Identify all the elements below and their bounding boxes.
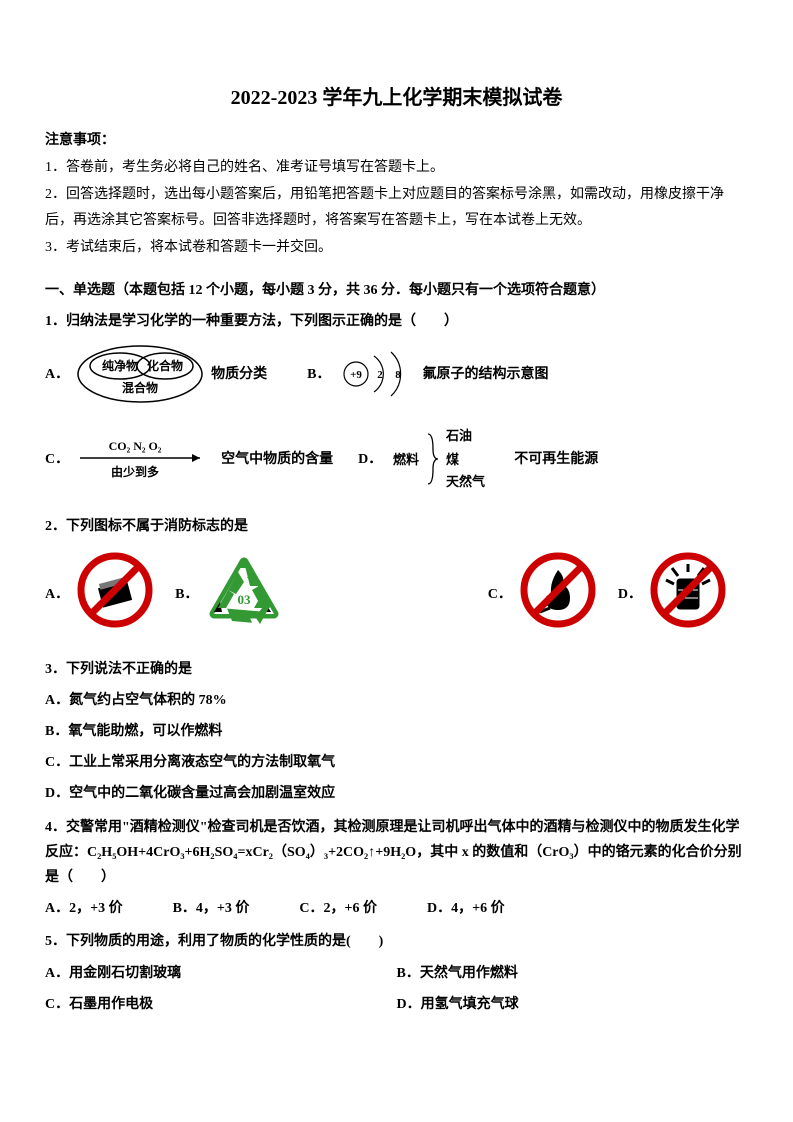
option-label: C． — [488, 582, 512, 607]
q3-option-c: C．工业上常采用分离液态空气的方法制取氧气 — [45, 750, 748, 775]
svg-text:煤: 煤 — [446, 452, 459, 467]
q4-option-d: D．4，+6 价 — [427, 896, 505, 921]
notice-item-2: 2．回答选择题时，选出每小题答案后，用铅笔把答题卡上对应题目的答案标号涂黑，如需… — [45, 182, 748, 232]
option-desc: 物质分类 — [211, 362, 267, 387]
svg-text:燃料: 燃料 — [393, 452, 419, 467]
option-desc: 氟原子的结构示意图 — [422, 362, 548, 387]
question-2: 2．下列图标不属于消防标志的是 A． B． — [45, 514, 748, 638]
no-fire-icon — [518, 550, 598, 639]
page-title: 2022-2023 学年九上化学期末模拟试卷 — [45, 80, 748, 116]
svg-text:+9: +9 — [351, 369, 363, 381]
no-matches-icon — [75, 550, 155, 639]
question-1: 1．归纳法是学习化学的一种重要方法，下列图示正确的是（ ） A． 纯净物 化合物… — [45, 309, 748, 494]
brace-diagram-icon: 燃料 石油 煤 天然气 — [388, 424, 508, 494]
q3-text: 3．下列说法不正确的是 — [45, 657, 748, 682]
q2-option-c: C． — [488, 550, 598, 639]
q2-option-b: B． — [175, 554, 284, 634]
svg-text:03: 03 — [238, 592, 252, 607]
svg-text:2: 2 — [378, 369, 384, 381]
venn-diagram-icon: 纯净物 化合物 混合物 — [75, 344, 205, 404]
option-label: C． — [45, 447, 69, 472]
q3-option-b: B．氧气能助燃，可以作燃料 — [45, 719, 748, 744]
q4-option-b: B．4，+3 价 — [173, 896, 250, 921]
q1-option-b: B． +9 2 8 氟原子的结构示意图 — [307, 344, 548, 404]
option-label: A． — [45, 362, 69, 387]
question-3: 3．下列说法不正确的是 A．氮气约占空气体积的 78% B．氧气能助燃，可以作燃… — [45, 657, 748, 807]
q5-option-c: C．石墨用作电极 — [45, 992, 397, 1017]
recycle-icon: 03 — [204, 554, 284, 634]
q4-option-c: C．2，+6 价 — [299, 896, 377, 921]
svg-text:由少到多: 由少到多 — [111, 464, 159, 479]
q3-option-d: D．空气中的二氧化碳含量过高会加剧温室效应 — [45, 781, 748, 806]
svg-text:8: 8 — [396, 369, 402, 381]
q1-text: 1．归纳法是学习化学的一种重要方法，下列图示正确的是（ ） — [45, 309, 748, 334]
q5-text: 5．下列物质的用途，利用了物质的化学性质的是( ) — [45, 929, 748, 954]
section-1-header: 一、单选题（本题包括 12 个小题，每小题 3 分，共 36 分．每小题只有一个… — [45, 278, 748, 303]
q5-option-b: B．天然气用作燃料 — [397, 961, 749, 986]
arrow-diagram-icon: CO₂ N₂ O₂ 由少到多 — [75, 434, 215, 484]
option-desc: 空气中物质的含量 — [221, 447, 333, 472]
atom-structure-icon: +9 2 8 — [336, 344, 416, 404]
q4-option-a: A．2，+3 价 — [45, 896, 123, 921]
option-label: B． — [175, 582, 198, 607]
svg-text:化合物: 化合物 — [147, 358, 183, 373]
option-desc: 不可再生能源 — [514, 447, 598, 472]
svg-text:天然气: 天然气 — [446, 474, 485, 489]
q4-text: 4．交警常用"酒精检测仪"检查司机是否饮酒，其检测原理是让司机呼出气体中的酒精与… — [45, 815, 748, 891]
q5-option-d: D．用氢气填充气球 — [397, 992, 749, 1017]
option-label: D． — [618, 582, 642, 607]
svg-text:纯净物: 纯净物 — [102, 358, 138, 373]
notice-item-1: 1．答卷前，考生务必将自己的姓名、准考证号填写在答题卡上。 — [45, 155, 748, 180]
q1-option-a: A． 纯净物 化合物 混合物 物质分类 — [45, 344, 267, 404]
notice-item-3: 3．考试结束后，将本试卷和答题卡一并交回。 — [45, 235, 748, 260]
q2-option-d: D． — [618, 550, 728, 639]
q2-option-a: A． — [45, 550, 155, 639]
option-label: D． — [358, 447, 382, 472]
q3-option-a: A．氮气约占空气体积的 78% — [45, 688, 748, 713]
q1-option-c: C． CO₂ N₂ O₂ 由少到多 空气中物质的含量 — [45, 434, 333, 484]
notice-header: 注意事项： — [45, 128, 748, 153]
option-label: B． — [307, 362, 330, 387]
option-label: A． — [45, 582, 69, 607]
svg-text:混合物: 混合物 — [122, 380, 158, 395]
question-4: 4．交警常用"酒精检测仪"检查司机是否饮酒，其检测原理是让司机呼出气体中的酒精与… — [45, 815, 748, 922]
q5-option-a: A．用金刚石切割玻璃 — [45, 961, 397, 986]
svg-text:CO₂ N₂ O₂: CO₂ N₂ O₂ — [109, 439, 162, 453]
no-fireworks-icon — [648, 550, 728, 639]
question-5: 5．下列物质的用途，利用了物质的化学性质的是( ) A．用金刚石切割玻璃 B．天… — [45, 929, 748, 1023]
q1-option-d: D． 燃料 石油 煤 天然气 不可再生能源 — [358, 424, 598, 494]
svg-text:石油: 石油 — [445, 428, 472, 443]
q2-text: 2．下列图标不属于消防标志的是 — [45, 514, 748, 539]
